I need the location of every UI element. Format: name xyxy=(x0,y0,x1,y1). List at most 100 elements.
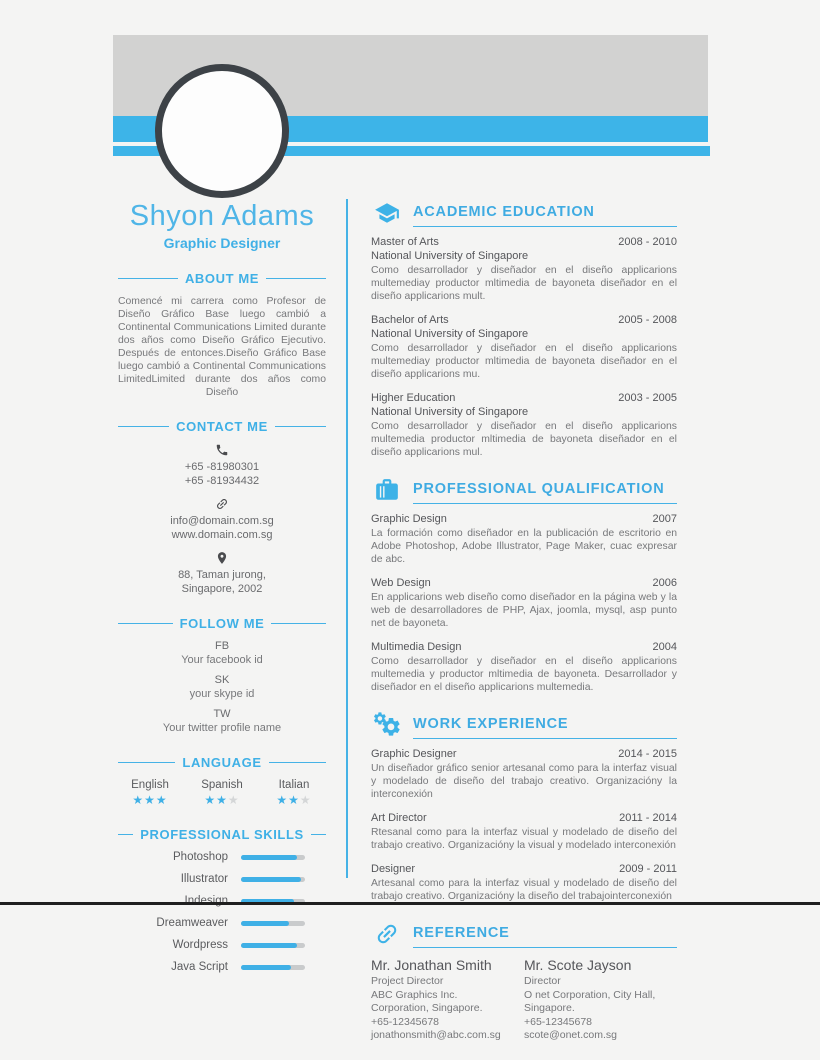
entry-description: Como desarrollador y diseñador en el dis… xyxy=(371,265,677,302)
professional-skills-title: PROFESSIONAL SKILLS xyxy=(140,827,304,842)
degree-title: Master of Arts xyxy=(371,236,439,248)
left-sidebar: Shyon Adams Graphic Designer ABOUT ME Co… xyxy=(118,200,327,983)
school-name: National University of Singapore xyxy=(371,406,529,418)
reference-list: Mr. Jonathan Smith Project Director ABC … xyxy=(371,957,677,1043)
social-facebook: FB Your facebook id xyxy=(118,640,326,667)
section-work-experience: WORK EXPERIENCE Graphic Designer 2014 - … xyxy=(371,711,677,903)
phone-number: +65 -81934432 xyxy=(184,475,260,487)
column-divider-line xyxy=(346,199,348,878)
graduation-cap-icon xyxy=(371,199,403,227)
skill-row: Java Script xyxy=(118,961,326,973)
contact-web-group: info@domain.com.sg www.domain.com.sg xyxy=(118,497,326,542)
reference-email: scote@onet.com.sg xyxy=(524,1029,617,1041)
skill-bar xyxy=(241,876,305,882)
qualification-name: Web Design xyxy=(371,577,431,589)
divider-line xyxy=(274,426,327,427)
star-filled-icon: ★ xyxy=(216,793,228,807)
skill-row: Photoshop xyxy=(118,851,326,863)
chain-link-icon xyxy=(371,920,403,948)
main-content: ACADEMIC EDUCATION Master of Arts 2008 -… xyxy=(371,199,677,1060)
section-title-underline: PROFESSIONAL QUALIFICATION xyxy=(413,480,677,504)
skill-row: Illustrator xyxy=(118,873,326,885)
education-entry: Higher Education 2003 - 2005 National Un… xyxy=(371,392,677,459)
section-follow-me: FOLLOW ME FB Your facebook id SK your sk… xyxy=(118,616,326,735)
reference-name: Mr. Jonathan Smith xyxy=(371,957,492,973)
link-icon xyxy=(118,497,326,512)
section-reference: REFERENCE Mr. Jonathan Smith Project Dir… xyxy=(371,920,677,1043)
language-item: Italian ★★★ xyxy=(266,779,322,807)
skill-name: Photoshop xyxy=(173,851,228,863)
star-rating: ★★★ xyxy=(122,793,178,807)
academic-education-header: ACADEMIC EDUCATION xyxy=(371,199,677,227)
section-contact-me: CONTACT ME +65 -81980301 +65 -81934432 i… xyxy=(118,419,327,596)
reference-title: REFERENCE xyxy=(413,925,510,941)
degree-title: Higher Education xyxy=(371,392,456,404)
star-filled-icon: ★ xyxy=(288,793,300,807)
qualification-entry: Multimedia Design 2004 Como desarrollado… xyxy=(371,641,677,694)
language-name: Italian xyxy=(278,779,310,791)
entry-description: Como desarrollador y diseñador en el dis… xyxy=(371,343,677,380)
header-blue-stripe xyxy=(113,146,710,156)
skill-bar xyxy=(241,964,305,970)
entry-description: Un diseñador gráfico senior artesanal co… xyxy=(371,763,677,800)
date-range: 2014 - 2015 xyxy=(618,748,677,760)
reference-company: O net Corporation, City Hall, Singapore. xyxy=(524,988,656,1015)
section-title-underline: REFERENCE xyxy=(413,924,677,948)
reference-company: ABC Graphics Inc. Corporation, Singapore… xyxy=(371,988,483,1015)
date-range: 2006 xyxy=(652,577,677,589)
skill-bar-fill xyxy=(241,898,295,904)
divider-line xyxy=(118,278,178,279)
date-range: 2004 xyxy=(652,641,677,653)
section-professional-qualification: PROFESSIONAL QUALIFICATION Graphic Desig… xyxy=(371,476,677,694)
reference-entry: Mr. Jonathan Smith Project Director ABC … xyxy=(371,957,524,1043)
profile-role: Graphic Designer xyxy=(163,235,281,251)
star-filled-icon: ★ xyxy=(144,793,156,807)
entry-description: La formación como diseñador en la public… xyxy=(371,528,677,565)
language-list: English ★★★ Spanish ★★★ Italian ★★★ xyxy=(118,779,326,807)
academic-education-title: ACADEMIC EDUCATION xyxy=(413,204,595,220)
reference-entry: Mr. Scote Jayson Director O net Corporat… xyxy=(524,957,677,1043)
follow-me-header: FOLLOW ME xyxy=(118,616,326,631)
divider-line xyxy=(118,762,176,763)
skill-name: Indesign xyxy=(184,895,228,907)
skill-name: Dreamweaver xyxy=(156,917,228,929)
social-label: your skype id xyxy=(189,688,255,700)
skill-name: Wordpress xyxy=(172,939,228,951)
entry-description: Como desarrollador y diseñador en el dis… xyxy=(371,656,677,693)
skill-bar-fill xyxy=(241,942,298,948)
star-rating: ★★★ xyxy=(194,793,250,807)
qualification-name: Graphic Design xyxy=(371,513,447,525)
star-filled-icon: ★ xyxy=(132,793,145,807)
reference-phone: +65-12345678 xyxy=(524,1015,593,1028)
section-title-underline: WORK EXPERIENCE xyxy=(413,715,677,739)
skill-bar-fill xyxy=(241,920,289,926)
profile-name: Shyon Adams xyxy=(129,200,315,232)
star-filled-icon: ★ xyxy=(276,793,289,807)
education-entry: Bachelor of Arts 2005 - 2008 National Un… xyxy=(371,314,677,381)
briefcase-icon xyxy=(371,476,403,504)
section-professional-skills: PROFESSIONAL SKILLS Photoshop Illustrato… xyxy=(118,827,327,973)
skill-bar-fill xyxy=(241,876,301,882)
skill-bar-fill xyxy=(241,854,298,860)
reference-name: Mr. Scote Jayson xyxy=(524,957,632,973)
skill-name: Java Script xyxy=(171,961,228,973)
date-range: 2011 - 2014 xyxy=(619,812,677,824)
reference-role: Director xyxy=(524,975,561,987)
address-line: Singapore, 2002 xyxy=(181,583,263,595)
date-range: 2009 - 2011 xyxy=(619,863,677,875)
experience-entry: Graphic Designer 2014 - 2015 Un diseñado… xyxy=(371,748,677,801)
divider-line xyxy=(118,426,170,427)
email-address: info@domain.com.sg xyxy=(170,515,274,527)
star-filled-icon: ★ xyxy=(204,793,217,807)
star-rating: ★★★ xyxy=(266,793,322,807)
contact-address-group: 88, Taman jurong, Singapore, 2002 xyxy=(118,551,326,596)
skill-bar xyxy=(241,942,305,948)
school-name: National University of Singapore xyxy=(371,250,529,262)
experience-entry: Designer 2009 - 2011 Artesanal como para… xyxy=(371,863,677,903)
follow-me-title: FOLLOW ME xyxy=(179,616,265,631)
phone-number: +65 -81980301 xyxy=(184,461,260,473)
professional-qualification-title: PROFESSIONAL QUALIFICATION xyxy=(413,481,665,497)
language-name: English xyxy=(131,779,169,791)
social-label: Your facebook id xyxy=(181,654,263,666)
section-about-me: ABOUT ME Comencé mi carrera como Profeso… xyxy=(118,271,327,399)
